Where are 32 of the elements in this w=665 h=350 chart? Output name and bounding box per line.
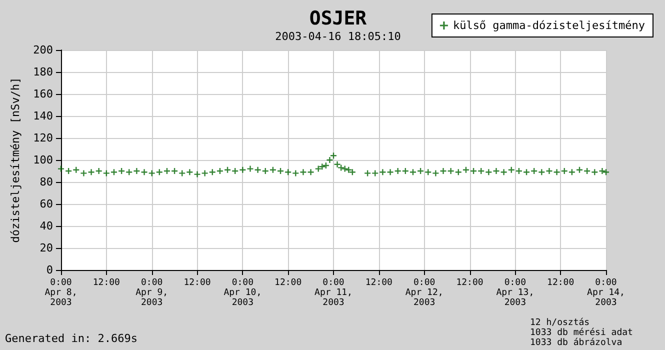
x-tick-label: 0:00 Apr 13, 2003 [496, 278, 534, 308]
y-tick-label: 20 [40, 242, 53, 254]
x-tick-label: 12:00 [365, 278, 392, 288]
x-tick-label: 12:00 [92, 278, 120, 288]
y-tick-label: 80 [40, 176, 53, 188]
x-tick-label: 12:00 [184, 278, 211, 288]
y-tick-label: 180 [33, 66, 53, 78]
x-tick-label: 12:00 [456, 278, 484, 288]
y-tick-label: 40 [40, 220, 53, 232]
x-tick-label: 0:00 Apr 11, 2003 [314, 278, 352, 308]
x-tick-label: 0:00 Apr 10, 2003 [224, 278, 262, 308]
y-axis-title: dózisteljesítmény [nSv/h] [9, 77, 22, 243]
chart-subtitle: 2003-04-16 18:05:10 [275, 30, 401, 43]
x-tick-label: 0:00 Apr 14, 2003 [587, 278, 625, 308]
text: 1033 db ábrázolva [530, 337, 622, 348]
x-tick-label: 12:00 [274, 278, 302, 288]
y-tick-label: 160 [33, 88, 53, 100]
x-tick-label: 0:00 Apr 12, 2003 [405, 278, 444, 308]
y-tick-label: 140 [33, 110, 53, 122]
chart-title: OSJER [309, 8, 368, 30]
x-tick-label: 0:00 Apr 9, 2003 [136, 278, 168, 308]
y-tick-label: 120 [33, 132, 53, 144]
text: 1033 db mérési adat [530, 327, 633, 338]
legend-label: külső gamma-dózisteljesítmény [452, 19, 646, 32]
y-tick-label: 60 [40, 198, 53, 210]
text: Generated in: 2.669s [5, 332, 138, 345]
x-tick-label: 12:00 [547, 278, 574, 288]
text: 12 h/osztás [530, 317, 590, 328]
y-tick-label: 100 [33, 154, 53, 166]
x-tick-label: 0:00 Apr 8, 2003 [44, 278, 78, 308]
y-tick-label: 200 [33, 44, 53, 56]
y-tick-label: 0 [46, 264, 53, 276]
